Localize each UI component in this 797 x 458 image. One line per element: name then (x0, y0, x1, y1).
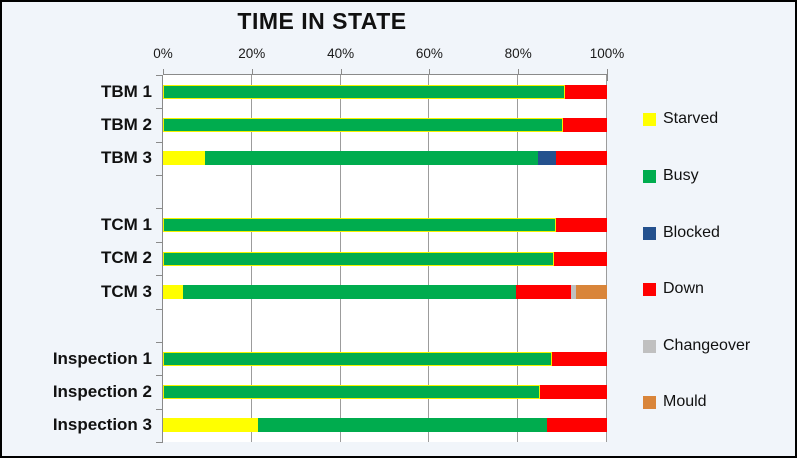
category-label: Inspection 1 (52, 348, 152, 368)
bar-segment-mould (575, 284, 607, 299)
y-axis-line (162, 75, 163, 443)
legend-swatch-down-icon (643, 282, 656, 296)
legend-item-mould: Mould (643, 391, 707, 413)
bar-segment-starved (163, 284, 183, 299)
y-axis-tick-mark (156, 375, 163, 377)
legend: Starved Busy Blocked Down Changeover Mould (643, 2, 793, 456)
legend-item-busy: Busy (643, 165, 699, 187)
x-axis-line (163, 74, 608, 75)
bar-row (163, 151, 607, 166)
y-axis-tick-mark (156, 175, 163, 177)
bar-segment-starved (163, 151, 206, 166)
category-label: Inspection 2 (52, 381, 152, 401)
legend-label: Changeover (663, 337, 751, 354)
y-axis-tick-mark (156, 141, 163, 143)
category-label: Inspection 3 (52, 415, 152, 435)
bar-segment-changeover (571, 284, 576, 299)
y-axis-tick-mark (156, 442, 163, 443)
legend-item-starved: Starved (643, 108, 718, 130)
bar-segment-down (540, 384, 607, 399)
bar-segment-down (547, 418, 607, 433)
bar-segment-down (564, 84, 607, 99)
bar-segment-busy (163, 118, 563, 133)
category-label: TBM 3 (101, 148, 152, 168)
bar-segment-down (555, 151, 607, 166)
x-axis-tick-label: 60% (415, 46, 443, 61)
category-label: TCM 1 (101, 215, 152, 235)
legend-item-changeover: Changeover (643, 335, 750, 357)
bar-row (163, 218, 607, 233)
bar-segment-down (515, 284, 572, 299)
x-axis-tick-label: 0% (153, 46, 173, 61)
legend-item-blocked: Blocked (643, 222, 720, 244)
legend-label: Down (663, 280, 704, 297)
bar-segment-down (562, 118, 607, 133)
bar-row (163, 351, 607, 366)
legend-label: Mould (663, 393, 707, 410)
legend-item-down: Down (643, 278, 704, 300)
chart-title: TIME IN STATE (237, 8, 407, 34)
bar-segment-busy (205, 151, 539, 166)
legend-label: Blocked (663, 224, 720, 241)
bar-row (163, 118, 607, 133)
category-label: TCM 3 (101, 281, 152, 301)
bar-segment-blocked (538, 151, 556, 166)
legend-swatch-changeover-icon (643, 339, 656, 353)
y-axis-tick-mark (156, 275, 163, 277)
category-label: TBM 1 (101, 81, 152, 101)
legend-swatch-mould-icon (643, 395, 656, 409)
y-axis-tick-mark (156, 208, 163, 210)
legend-swatch-starved-icon (643, 112, 656, 126)
plot-area (163, 75, 607, 442)
bar-segment-busy (163, 251, 554, 266)
y-axis-tick-mark (156, 408, 163, 410)
legend-swatch-blocked-icon (643, 226, 656, 240)
legend-label: Starved (663, 110, 719, 127)
category-label: TCM 2 (101, 248, 152, 268)
legend-swatch-busy-icon (643, 169, 656, 183)
bar-segment-busy (163, 384, 541, 399)
bar-segment-busy (182, 284, 516, 299)
bar-segment-busy (163, 84, 565, 99)
y-axis-tick-mark (156, 108, 163, 110)
x-axis-tick-label: 20% (238, 46, 266, 61)
bar-segment-down (553, 251, 607, 266)
y-axis-tick-mark (156, 241, 163, 243)
y-axis-tick-mark (156, 75, 163, 76)
x-axis-tick-mark (607, 69, 608, 81)
bar-row (163, 384, 607, 399)
x-axis-tick-label: 100% (589, 46, 625, 61)
bar-row (163, 84, 607, 99)
bar-segment-busy (163, 218, 556, 233)
x-axis-tick-label: 40% (327, 46, 355, 61)
legend-label: Busy (663, 167, 699, 184)
bar-segment-starved (163, 418, 259, 433)
bar-row (163, 251, 607, 266)
bar-segment-down (551, 351, 607, 366)
bar-segment-busy (258, 418, 548, 433)
bar-row (163, 418, 607, 433)
bar-row (163, 284, 607, 299)
bar-segment-down (555, 218, 607, 233)
category-label: TBM 2 (101, 115, 152, 135)
x-axis-tick-label: 80% (504, 46, 532, 61)
bar-segment-busy (163, 351, 552, 366)
y-axis-tick-mark (156, 308, 163, 310)
y-axis-tick-mark (156, 341, 163, 343)
